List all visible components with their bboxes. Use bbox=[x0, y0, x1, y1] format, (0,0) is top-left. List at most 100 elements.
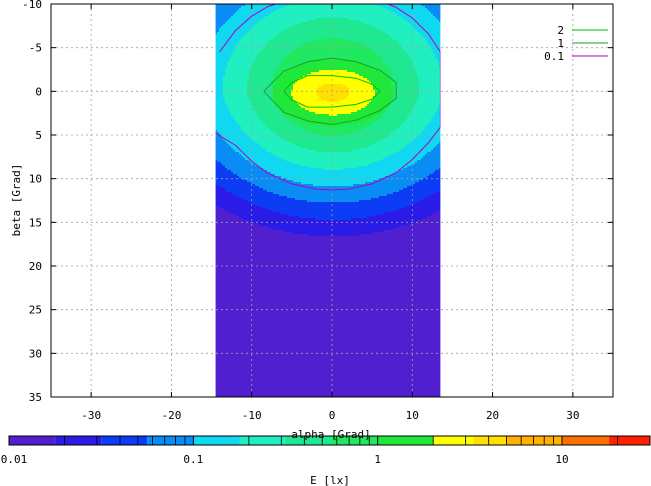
heatmap-cell bbox=[257, 302, 259, 304]
heatmap-cell bbox=[235, 126, 237, 128]
heatmap-cell bbox=[229, 66, 231, 68]
heatmap-cell bbox=[217, 252, 219, 254]
heatmap-cell bbox=[233, 198, 235, 200]
heatmap-cell bbox=[239, 328, 241, 330]
heatmap-cell bbox=[231, 100, 233, 102]
heatmap-cell bbox=[257, 44, 259, 46]
heatmap-cell bbox=[227, 186, 229, 188]
heatmap-cell bbox=[233, 92, 235, 94]
heatmap-cell bbox=[215, 368, 217, 370]
heatmap-cell bbox=[243, 262, 245, 264]
heatmap-cell bbox=[263, 332, 265, 334]
heatmap-cell bbox=[217, 130, 219, 132]
heatmap-cell bbox=[231, 126, 233, 128]
heatmap-cell bbox=[219, 170, 221, 172]
heatmap-cell bbox=[245, 234, 247, 236]
heatmap-cell bbox=[245, 188, 247, 190]
heatmap-cell bbox=[251, 286, 253, 288]
heatmap-cell bbox=[227, 52, 229, 54]
heatmap-cell bbox=[257, 128, 259, 130]
heatmap-cell bbox=[233, 22, 235, 24]
heatmap-cell bbox=[235, 340, 237, 342]
heatmap-cell bbox=[233, 20, 235, 22]
heatmap-cell bbox=[251, 356, 253, 358]
heatmap-cell bbox=[255, 102, 257, 104]
heatmap-cell bbox=[223, 200, 225, 202]
heatmap-cell bbox=[215, 68, 217, 70]
heatmap-cell bbox=[231, 296, 233, 298]
heatmap-cell bbox=[257, 42, 259, 44]
heatmap-cell bbox=[245, 356, 247, 358]
heatmap-cell bbox=[239, 338, 241, 340]
heatmap-cell bbox=[227, 118, 229, 120]
heatmap-cell bbox=[247, 362, 249, 364]
heatmap-cell bbox=[239, 6, 241, 8]
heatmap-cell bbox=[249, 256, 251, 258]
heatmap-cell bbox=[261, 248, 263, 250]
heatmap-cell bbox=[259, 390, 261, 392]
heatmap-cell bbox=[217, 116, 219, 118]
heatmap-cell bbox=[237, 236, 239, 238]
heatmap-cell bbox=[241, 276, 243, 278]
heatmap-cell bbox=[265, 122, 267, 124]
heatmap-cell bbox=[259, 252, 261, 254]
heatmap-cell bbox=[247, 224, 249, 226]
heatmap-cell bbox=[249, 318, 251, 320]
heatmap-cell bbox=[241, 312, 243, 314]
heatmap-cell bbox=[253, 298, 255, 300]
heatmap-cell bbox=[225, 162, 227, 164]
heatmap-cell bbox=[259, 182, 261, 184]
heatmap-cell bbox=[215, 294, 217, 296]
heatmap-cell bbox=[261, 184, 263, 186]
heatmap-cell bbox=[261, 224, 263, 226]
heatmap-cell bbox=[229, 274, 231, 276]
heatmap-cell bbox=[237, 30, 239, 32]
heatmap-cell bbox=[227, 226, 229, 228]
heatmap-cell bbox=[233, 352, 235, 354]
heatmap-cell bbox=[225, 32, 227, 34]
heatmap-cell bbox=[221, 392, 223, 394]
heatmap-cell bbox=[263, 368, 265, 370]
heatmap-cell bbox=[243, 38, 245, 40]
heatmap-cell bbox=[225, 164, 227, 166]
heatmap-cell bbox=[229, 242, 231, 244]
heatmap-cell bbox=[229, 224, 231, 226]
heatmap-cell bbox=[245, 60, 247, 62]
heatmap-cell bbox=[235, 318, 237, 320]
heatmap-cell bbox=[217, 232, 219, 234]
heatmap-cell bbox=[247, 32, 249, 34]
heatmap-cell bbox=[219, 100, 221, 102]
heatmap-cell bbox=[249, 44, 251, 46]
heatmap-cell bbox=[257, 38, 259, 40]
heatmap-cell bbox=[247, 210, 249, 212]
heatmap-cell bbox=[261, 386, 263, 388]
heatmap-cell bbox=[249, 132, 251, 134]
heatmap-cell bbox=[237, 388, 239, 390]
heatmap-cell bbox=[217, 248, 219, 250]
heatmap-cell bbox=[255, 24, 257, 26]
heatmap-cell bbox=[243, 184, 245, 186]
heatmap-cell bbox=[257, 294, 259, 296]
heatmap-cell bbox=[223, 208, 225, 210]
heatmap-cell bbox=[257, 358, 259, 360]
heatmap-cell bbox=[225, 242, 227, 244]
heatmap-cell bbox=[215, 20, 217, 22]
heatmap-cell bbox=[237, 338, 239, 340]
heatmap-cell bbox=[255, 26, 257, 28]
heatmap-cell bbox=[239, 300, 241, 302]
heatmap-cell bbox=[261, 138, 263, 140]
heatmap-cell bbox=[247, 54, 249, 56]
heatmap-cell bbox=[249, 80, 251, 82]
heatmap-cell bbox=[265, 104, 267, 106]
heatmap-cell bbox=[253, 72, 255, 74]
heatmap-cell bbox=[237, 14, 239, 16]
heatmap-cell bbox=[223, 234, 225, 236]
heatmap-cell bbox=[221, 226, 223, 228]
heatmap-cell bbox=[235, 234, 237, 236]
heatmap-cell bbox=[251, 376, 253, 378]
heatmap-cell bbox=[239, 120, 241, 122]
heatmap-cell bbox=[225, 40, 227, 42]
heatmap-cell bbox=[257, 338, 259, 340]
heatmap-cell bbox=[265, 26, 267, 28]
heatmap-cell bbox=[257, 392, 259, 394]
